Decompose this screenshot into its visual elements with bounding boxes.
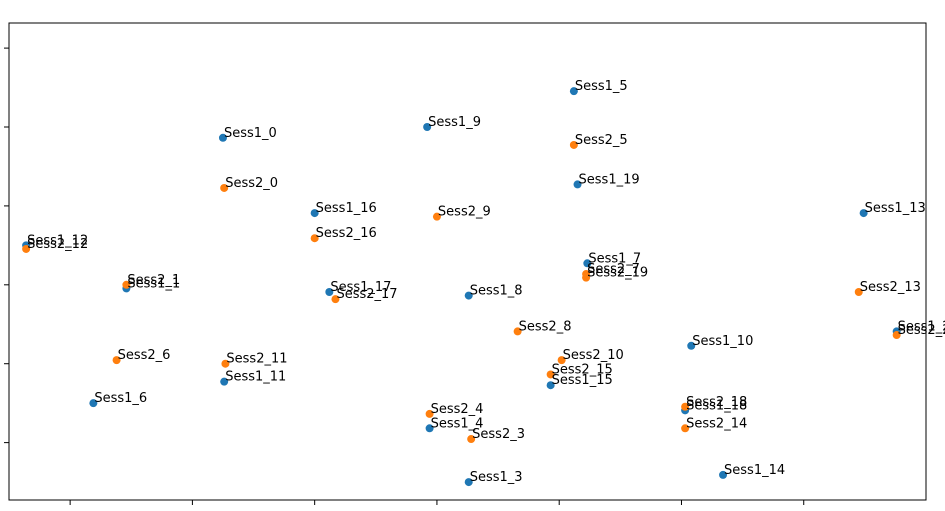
axis-ticks	[4, 47, 805, 505]
point-sess2-15	[546, 370, 555, 379]
point-sess2-4	[425, 409, 434, 418]
point-sess2-9	[432, 212, 441, 221]
point-sess1-8	[464, 291, 473, 300]
label-sess2-10: Sess2_10	[563, 348, 624, 363]
point-sess1-13	[859, 209, 868, 218]
label-sess1-15: Sess1_15	[552, 373, 613, 388]
point-sess1-14	[719, 470, 728, 479]
label-sess2-6: Sess2_6	[118, 348, 171, 363]
plot-frame	[8, 22, 927, 501]
label-sess1-7: Sess1_7	[588, 251, 641, 266]
point-sess1-5	[569, 87, 578, 96]
point-sess1-15	[546, 381, 555, 390]
label-sess1-5: Sess1_5	[575, 79, 628, 94]
point-sess1-16	[310, 209, 319, 218]
label-sess2-17: Sess2_17	[336, 287, 397, 302]
label-sess1-10: Sess1_10	[692, 334, 753, 349]
point-sess1-19	[573, 180, 582, 189]
point-sess2-13	[854, 287, 863, 296]
label-sess2-19: Sess2_19	[587, 266, 648, 281]
label-sess1-1: Sess1_1	[127, 276, 180, 291]
label-sess2-11: Sess2_11	[226, 352, 287, 367]
point-sess1-4	[425, 424, 434, 433]
point-sess1-3	[464, 478, 473, 487]
label-sess1-12: Sess1_12	[27, 233, 88, 248]
point-sess1-17	[325, 287, 334, 296]
label-sess1-19: Sess1_19	[579, 172, 640, 187]
label-sess1-4: Sess1_4	[431, 416, 484, 431]
point-sess2-19	[582, 273, 591, 282]
label-sess2-1: Sess2_1	[127, 273, 180, 288]
point-sess2-3	[467, 435, 476, 444]
label-sess1-3: Sess1_3	[470, 470, 523, 485]
label-sess1-2: Sess1_2	[898, 319, 945, 334]
point-sess2-2	[892, 331, 901, 340]
label-sess2-4: Sess2_4	[431, 402, 484, 417]
label-sess2-16: Sess2_16	[316, 226, 377, 241]
point-sess2-0	[220, 183, 229, 192]
label-sess2-2: Sess2_2	[898, 323, 945, 338]
label-sess1-13: Sess1_13	[865, 201, 926, 216]
point-sess2-14	[681, 424, 690, 433]
label-sess2-13: Sess2_13	[860, 280, 921, 295]
label-sess1-18: Sess1_18	[686, 398, 747, 413]
label-sess2-15: Sess2_15	[552, 362, 613, 377]
label-sess2-14: Sess2_14	[686, 416, 747, 431]
point-sess2-12	[22, 244, 31, 253]
point-sess2-10	[557, 356, 566, 365]
label-sess1-14: Sess1_14	[724, 463, 785, 478]
label-sess1-0: Sess1_0	[224, 126, 277, 141]
label-sess2-9: Sess2_9	[438, 205, 491, 220]
point-sess2-1	[122, 280, 131, 289]
label-sess2-0: Sess2_0	[225, 176, 278, 191]
point-sess2-8	[513, 327, 522, 336]
series-1	[22, 140, 901, 444]
chart-marks: Sess1_0 Sess1_1 Sess1_2 Sess1_3 Sess1_4 Sess1…	[22, 79, 945, 487]
label-sess2-5: Sess2_5	[575, 133, 628, 148]
label-sess2-12: Sess2_12	[27, 237, 88, 252]
label-sess1-16: Sess1_16	[316, 201, 377, 216]
point-sess1-0	[218, 133, 227, 142]
label-sess2-8: Sess2_8	[519, 319, 572, 334]
label-sess1-9: Sess1_9	[428, 115, 481, 130]
point-sess1-6	[89, 399, 98, 408]
point-sess1-9	[423, 123, 432, 132]
point-sess2-17	[331, 295, 340, 304]
label-sess2-18: Sess2_18	[686, 395, 747, 410]
point-sess2-16	[310, 234, 319, 243]
label-sess2-7: Sess2_7	[587, 262, 640, 277]
point-sess1-7	[583, 259, 592, 268]
point-sess2-5	[569, 140, 578, 149]
point-sess1-11	[220, 377, 229, 386]
label-sess1-6: Sess1_6	[94, 391, 147, 406]
label-sess1-8: Sess1_8	[470, 284, 523, 299]
point-sess2-6	[112, 356, 121, 365]
point-sess2-18	[681, 402, 690, 411]
label-sess1-11: Sess1_11	[225, 370, 286, 385]
label-sess1-17: Sess1_17	[330, 280, 391, 295]
label-sess2-3: Sess2_3	[472, 427, 525, 442]
point-sess2-11	[221, 359, 230, 368]
point-sess1-10	[687, 341, 696, 350]
